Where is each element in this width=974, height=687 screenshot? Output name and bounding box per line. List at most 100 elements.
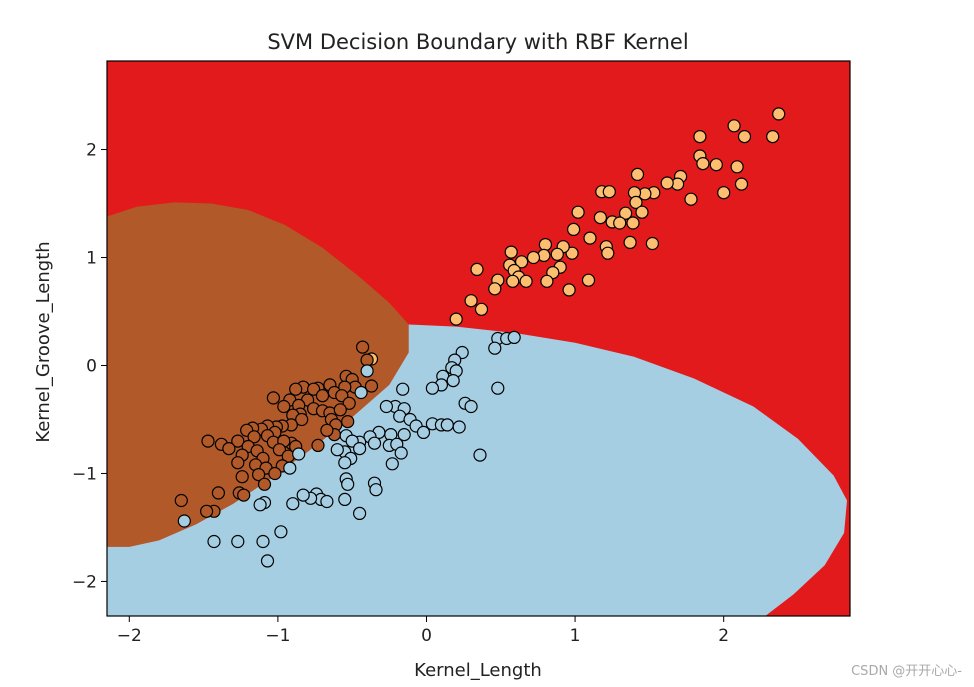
blue-class-point: [354, 385, 368, 400]
orange-class-point: [449, 312, 463, 326]
blue-class-point: [425, 381, 439, 395]
brown-class-point: [247, 430, 261, 444]
chart-title: SVM Decision Boundary with RBF Kernel: [267, 30, 688, 54]
blue-class-point: [274, 525, 288, 539]
orange-class-point: [526, 250, 541, 265]
blue-class-point: [488, 341, 502, 355]
blue-class-point: [338, 492, 352, 506]
plot-area: [106, 60, 851, 617]
orange-class-point: [474, 302, 489, 316]
orange-class-point: [696, 157, 710, 171]
orange-class-point: [601, 246, 615, 260]
y-tick-label: 2: [86, 141, 97, 161]
orange-class-point: [583, 231, 597, 245]
blue-class-point: [379, 399, 393, 414]
blue-class-point: [296, 488, 310, 502]
orange-class-point: [709, 158, 723, 172]
orange-class-point: [766, 130, 780, 144]
brown-class-point: [356, 340, 370, 354]
orange-class-point: [618, 206, 633, 220]
x-axis-label: Kernel_Length: [414, 660, 542, 681]
brown-class-point: [307, 382, 321, 396]
y-axis: −2 −1 0 1 2: [72, 141, 107, 592]
brown-class-point: [201, 434, 215, 448]
brown-class-point: [174, 493, 188, 508]
blue-class-point: [292, 447, 306, 461]
x-tick-label: 1: [570, 626, 581, 646]
blue-class-point: [286, 497, 300, 511]
orange-class-point: [613, 216, 627, 230]
orange-class-point: [464, 294, 478, 308]
orange-class-point: [629, 195, 643, 209]
brown-class-point: [320, 423, 334, 437]
blue-class-point: [367, 436, 382, 450]
x-tick-label: 2: [718, 626, 729, 646]
brown-class-point: [235, 470, 249, 484]
blue-class-point: [253, 498, 267, 512]
brown-class-point: [211, 486, 225, 500]
blue-class-point: [330, 443, 344, 457]
brown-class-point: [237, 488, 251, 502]
x-axis: −2 −1 0 1 2: [117, 616, 729, 646]
orange-class-point: [593, 211, 608, 225]
orange-class-point: [602, 185, 616, 199]
blue-class-point: [385, 457, 399, 471]
brown-class-point: [295, 412, 309, 427]
blue-class-point: [353, 442, 367, 456]
brown-class-point: [289, 382, 303, 396]
orange-class-point: [565, 246, 579, 260]
blue-class-point: [507, 330, 521, 344]
orange-class-point: [540, 274, 554, 288]
brown-class-point: [341, 415, 355, 429]
blue-class-point: [473, 448, 487, 462]
orange-class-point: [693, 130, 707, 144]
orange-class-point: [684, 192, 698, 206]
blue-class-point: [320, 494, 334, 509]
plot-frame: [106, 60, 851, 617]
brown-class-point: [200, 504, 214, 518]
orange-class-point: [635, 205, 649, 219]
brown-class-point: [272, 443, 286, 457]
orange-class-point: [519, 274, 533, 288]
blue-class-point: [491, 381, 505, 395]
brown-class-point: [231, 434, 245, 448]
blue-class-point: [396, 382, 410, 396]
orange-class-point: [566, 222, 581, 236]
brown-class-point: [266, 391, 280, 405]
blue-class-point: [341, 477, 355, 491]
orange-class-point: [626, 216, 640, 230]
x-tick-label: −2: [117, 626, 142, 646]
orange-class-point: [737, 130, 752, 144]
brown-class-point: [222, 442, 236, 456]
orange-class-point: [734, 177, 749, 191]
brown-class-point: [231, 456, 245, 470]
blue-class-point: [177, 514, 191, 528]
orange-class-point: [562, 283, 576, 297]
blue-class-point: [397, 428, 411, 442]
orange-class-point: [727, 119, 741, 133]
brown-class-point: [364, 379, 379, 393]
y-tick-label: −1: [72, 464, 97, 484]
brown-class-point: [342, 396, 356, 410]
orange-class-point: [581, 273, 596, 287]
y-tick-label: −2: [72, 572, 97, 592]
blue-class-point: [394, 446, 408, 460]
orange-class-point: [660, 176, 674, 190]
orange-class-point: [571, 205, 585, 219]
blue-class-point: [231, 534, 245, 549]
brown-class-point: [315, 389, 330, 403]
orange-class-point: [730, 160, 744, 174]
blue-region: [107, 324, 847, 616]
orange-class-point: [550, 247, 564, 261]
blue-class-point: [283, 461, 297, 475]
orange-class-point: [645, 236, 660, 251]
y-tick-label: 1: [86, 249, 97, 269]
blue-class-point: [464, 399, 478, 414]
blue-class-point: [360, 364, 374, 378]
brown-class-point: [268, 466, 282, 481]
blue-class-point: [416, 425, 431, 439]
blue-class-point: [207, 534, 221, 549]
brown-class-point: [311, 438, 325, 452]
blue-class-point: [260, 554, 275, 568]
